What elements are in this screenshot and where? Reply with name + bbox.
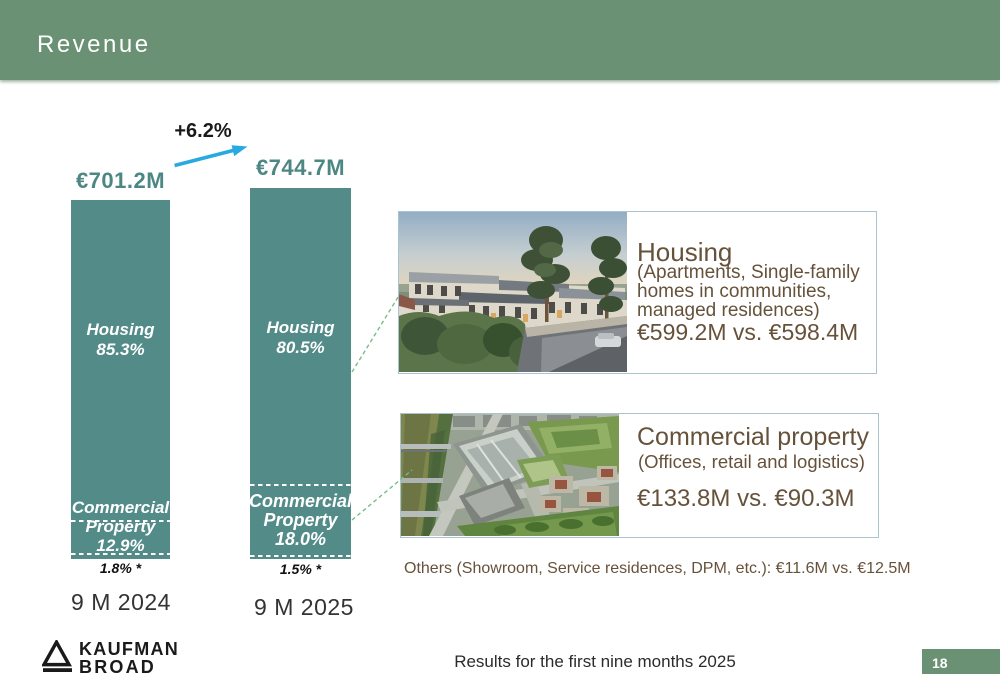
svg-text:BROAD: BROAD xyxy=(79,657,156,676)
svg-text:KAUFMAN: KAUFMAN xyxy=(79,640,179,659)
